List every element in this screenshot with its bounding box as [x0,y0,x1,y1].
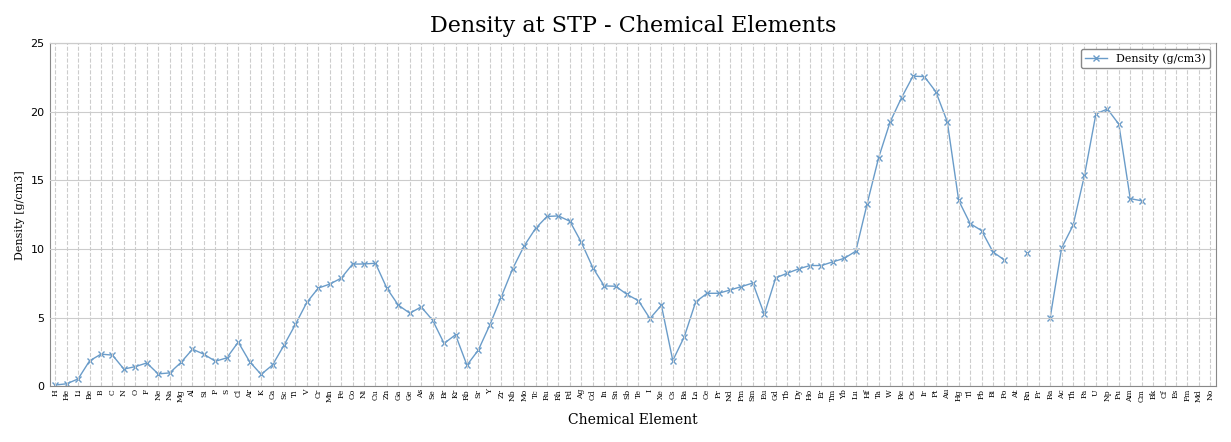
Legend: Density (g/cm3): Density (g/cm3) [1081,49,1210,68]
Y-axis label: Density [g/cm3]: Density [g/cm3] [15,170,25,259]
Title: Density at STP - Chemical Elements: Density at STP - Chemical Elements [430,15,836,37]
X-axis label: Chemical Element: Chemical Element [567,413,698,427]
